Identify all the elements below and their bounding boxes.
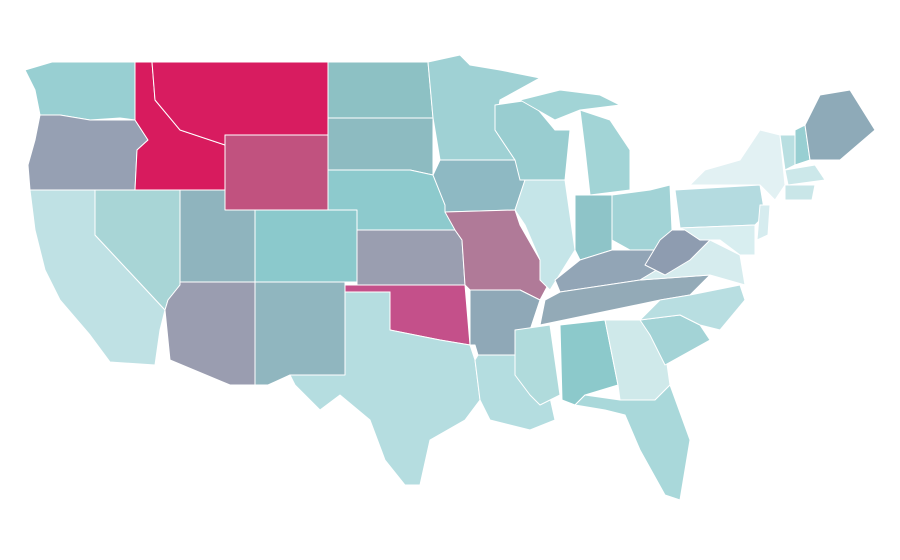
state-region [574, 194, 613, 261]
state-region [289, 291, 481, 486]
state-region [327, 61, 434, 119]
state-region [539, 274, 711, 326]
state-region [254, 209, 358, 283]
state-region [254, 281, 346, 386]
state-region [164, 281, 256, 386]
state-region [784, 164, 826, 186]
state-region [804, 89, 876, 161]
state-region [674, 184, 766, 229]
state-region [24, 61, 136, 121]
state-region [327, 117, 434, 176]
state-region [514, 324, 561, 406]
state-region [579, 109, 631, 196]
state-region [519, 89, 621, 121]
state-region [356, 229, 466, 286]
state-region [224, 134, 329, 211]
state-region [444, 209, 549, 301]
state-region [784, 184, 816, 201]
state-region [27, 114, 149, 191]
state-region [679, 224, 756, 256]
state-region [639, 284, 746, 331]
state-region [514, 179, 576, 291]
state-region [756, 204, 771, 241]
state-region [427, 54, 541, 161]
state-region [432, 159, 526, 213]
state-region [574, 384, 691, 501]
